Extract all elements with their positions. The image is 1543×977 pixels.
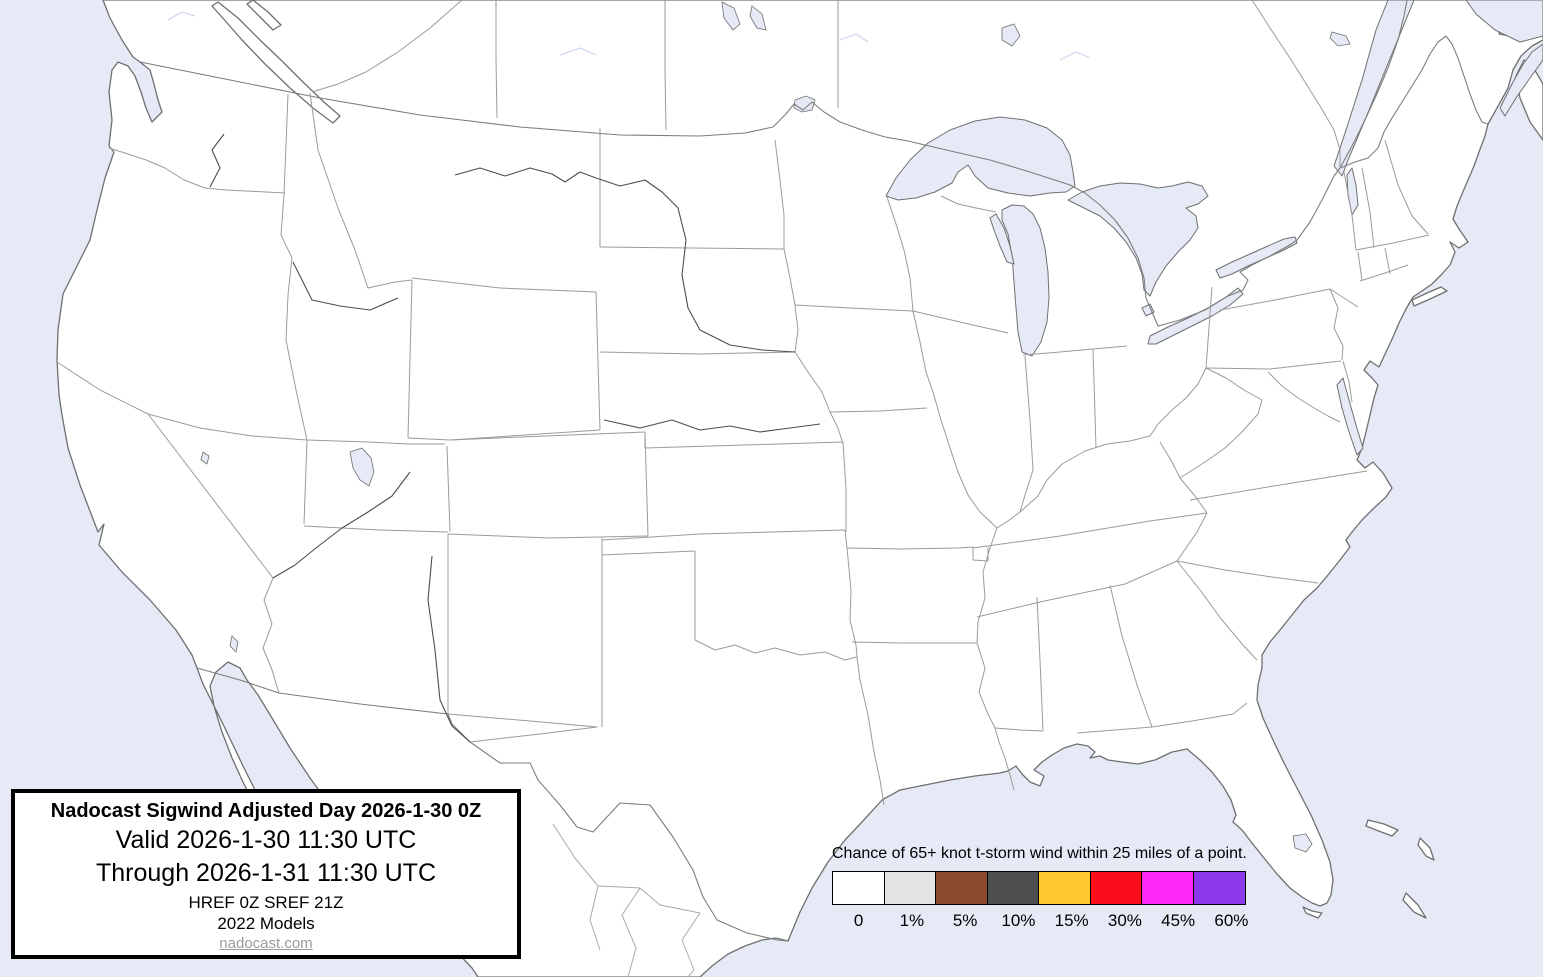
lake-superior (885, 116, 1076, 201)
bay-of-fundy (1499, 43, 1543, 117)
website-line: nadocast.com (15, 935, 517, 952)
green-bay (989, 213, 1015, 265)
legend-swatch-1 (883, 871, 937, 905)
gulf-islands (246, 0, 282, 31)
rio-grande-upper (427, 555, 471, 743)
quebec-lake (1329, 31, 1351, 47)
lake-okeechobee (1292, 833, 1313, 853)
forecast-through-time: Through 2026-1-31 11:30 UTC (95, 859, 436, 887)
mexico-state-lines (552, 823, 701, 977)
legend-title: Chance of 65+ knot t-storm wind within 2… (832, 845, 1247, 862)
nadocast-link[interactable]: nadocast.com (219, 935, 313, 952)
legend-label: 60% (1214, 911, 1249, 930)
vancouver-island (211, 1, 341, 124)
forecast-models-year: 2022 Models (217, 914, 315, 933)
state-borders (56, 92, 1430, 806)
legend-label: 15% (1054, 911, 1089, 930)
us-mexico-border (196, 667, 789, 942)
legend-swatch-30 (1089, 871, 1143, 905)
columbia-river (209, 133, 225, 188)
lake-tahoe (200, 451, 210, 465)
canada-province-lines (311, 0, 1341, 168)
long-island (1411, 286, 1448, 307)
legend-swatch-0 (832, 871, 885, 905)
legend-color-bar (832, 871, 1258, 905)
legend-labels: 0 1% 5% 10% 15% 30% 45% 60% (832, 911, 1258, 931)
legend-label: 10% (1001, 911, 1036, 930)
legend-swatch-45 (1141, 871, 1194, 905)
lakes-and-bays (200, 0, 1543, 853)
missouri-river (454, 167, 796, 353)
bahamas-3 (1402, 892, 1427, 919)
legend-swatch-60 (1192, 871, 1246, 905)
lake-erie (1147, 287, 1244, 345)
legend-label: 0 (853, 911, 864, 930)
international-borders (139, 0, 1489, 942)
legend-label: 5% (952, 911, 978, 930)
legend-label: 45% (1161, 911, 1196, 930)
forecast-models: HREF 0Z SREF 21Z (188, 893, 344, 912)
legend-swatch-5 (935, 871, 988, 905)
legend-label: 30% (1107, 911, 1142, 930)
legend-label: 1% (899, 911, 925, 930)
bahamas-1 (1365, 819, 1399, 837)
florida-keys (1302, 906, 1323, 919)
minor-streams (167, 11, 1091, 61)
legend-swatch-10 (986, 871, 1040, 905)
lake-winnipeg (721, 1, 741, 31)
lake-nipigon (1001, 23, 1021, 47)
lake-manitoba (749, 5, 767, 31)
snake-river (292, 261, 399, 311)
legend-swatch-15 (1038, 871, 1091, 905)
forecast-title-box: Nadocast Sigwind Adjusted Day 2026-1-30 … (11, 789, 521, 959)
lake-huron (1067, 181, 1209, 297)
forecast-title: Nadocast Sigwind Adjusted Day 2026-1-30 … (50, 800, 482, 822)
probability-legend: Chance of 65+ knot t-storm wind within 2… (832, 845, 1258, 931)
lake-st-clair (1141, 303, 1155, 317)
major-rivers (209, 133, 821, 743)
us-canada-border (139, 0, 1408, 327)
chesapeake-bay (1336, 377, 1364, 456)
forecast-valid-time: Valid 2026-1-30 11:30 UTC (115, 826, 417, 854)
great-salt-lake (349, 447, 375, 487)
platte-river (603, 419, 821, 433)
lake-ontario (1215, 236, 1298, 279)
salton-sea (229, 635, 239, 653)
gulf-of-st-lawrence (1465, 0, 1543, 43)
colorado-river (272, 471, 411, 579)
bahamas-2 (1417, 837, 1435, 861)
maine-canada-border (1339, 35, 1489, 169)
